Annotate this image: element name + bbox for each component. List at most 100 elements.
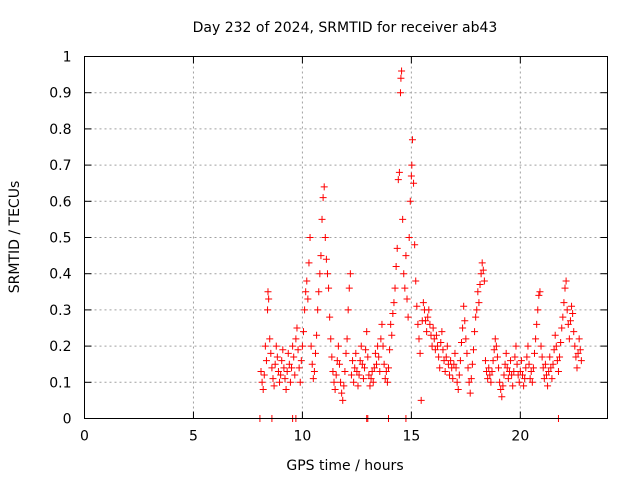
data-point: [304, 295, 312, 303]
data-point: [318, 215, 326, 223]
data-point: [469, 346, 477, 354]
data-point: [357, 342, 365, 350]
data-point: [480, 277, 488, 285]
data-point: [296, 378, 304, 386]
data-point: [346, 270, 354, 278]
data-point: [406, 197, 414, 205]
data-point: [529, 364, 537, 372]
data-point: [464, 364, 472, 372]
data-point: [436, 364, 444, 372]
data-point: [321, 234, 329, 241]
data-point: [431, 346, 439, 354]
data-point: [477, 270, 485, 278]
data-point: [563, 306, 571, 314]
data-point: [449, 375, 457, 383]
data-point: [525, 360, 533, 368]
data-point: [450, 360, 458, 368]
data-point: [511, 353, 519, 361]
data-point: [286, 378, 294, 386]
data-point: [269, 375, 277, 383]
data-point: [295, 364, 303, 372]
data-point: [528, 378, 536, 386]
data-point: [539, 364, 547, 372]
data-point: [408, 136, 416, 144]
y-axis-label: SRMTID / TECUs: [7, 181, 23, 294]
data-point: [320, 183, 328, 191]
data-point: [342, 349, 350, 357]
data-point: [479, 266, 487, 274]
data-point: [387, 320, 395, 328]
y-tick-label: 0.8: [49, 122, 71, 138]
data-point: [488, 367, 496, 375]
data-point: [530, 349, 538, 357]
data-point: [554, 367, 562, 375]
data-point: [410, 179, 418, 187]
data-point: [545, 367, 553, 375]
data-point: [376, 367, 384, 375]
data-point: [475, 299, 483, 307]
data-point: [429, 324, 437, 332]
data-point: [574, 349, 582, 357]
data-point: [411, 241, 419, 249]
data-point: [489, 357, 497, 365]
y-tick-label: 0.5: [49, 231, 71, 247]
data-point: [351, 364, 359, 372]
data-point: [264, 306, 272, 314]
data-point: [277, 371, 285, 379]
data-point: [288, 364, 296, 372]
data-point: [408, 161, 416, 169]
data-point: [432, 331, 440, 339]
data-point: [576, 346, 584, 354]
data-point: [389, 310, 397, 318]
data-point: [419, 299, 427, 307]
data-point: [268, 364, 276, 372]
data-point: [435, 353, 443, 361]
data-point: [559, 313, 567, 321]
data-point: [499, 382, 507, 390]
data-point: [443, 342, 451, 350]
data-point: [434, 342, 442, 350]
data-point: [519, 371, 527, 379]
data-point: [379, 342, 387, 350]
data-point: [282, 386, 290, 394]
data-point: [466, 389, 474, 397]
data-point: [562, 277, 570, 285]
tick-labels: 00.10.20.30.40.50.60.70.80.910 5 10 15 20: [49, 50, 529, 445]
data-point: [451, 349, 459, 357]
data-point: [516, 367, 524, 375]
data-point: [265, 295, 273, 303]
data-point: [388, 331, 396, 339]
data-point: [311, 349, 319, 357]
data-point: [487, 378, 495, 386]
data-point: [454, 386, 462, 394]
data-point: [415, 335, 423, 343]
data-point: [294, 346, 302, 354]
data-point: [298, 342, 306, 350]
data-point: [290, 353, 298, 361]
data-point: [274, 367, 282, 375]
x-tick-label: 10: [294, 429, 312, 445]
data-point: [397, 74, 405, 82]
data-point: [285, 360, 293, 368]
data-point: [289, 342, 297, 350]
data-point: [484, 375, 492, 383]
data-point: [424, 313, 432, 321]
data-point: [359, 375, 367, 383]
data-point: [392, 262, 400, 270]
data-point: [492, 342, 500, 350]
data-point: [395, 168, 403, 176]
data-point: [527, 367, 535, 375]
data-point: [370, 364, 378, 372]
data-point: [364, 353, 372, 361]
data-point: [380, 360, 388, 368]
data-point: [384, 364, 392, 372]
data-point: [497, 386, 505, 394]
y-tick-label: 0.3: [49, 303, 71, 319]
data-point: [425, 306, 433, 314]
data-point: [447, 357, 455, 365]
data-point: [417, 396, 425, 404]
data-point: [572, 353, 580, 361]
data-point: [310, 367, 318, 375]
data-point: [461, 317, 469, 325]
